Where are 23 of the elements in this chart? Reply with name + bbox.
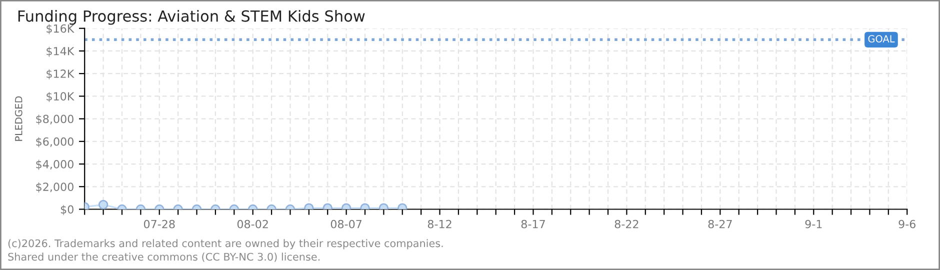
x-tick-label: 8-12 [428,220,452,228]
x-tick-label: 8-17 [521,220,545,228]
x-tick-label: 08-02 [237,220,268,228]
chart-title: Funding Progress: Aviation & STEM Kids Show [18,10,365,25]
y-tick-label: $0 [60,205,74,216]
y-tick-label: $6,000 [36,137,74,148]
text: (c)2026. Trademarks and related content are owned by their respective companies. [8,239,443,250]
y-tick-label: $14K [46,46,74,57]
text: Shared under the creative commons (CC BY-NC 3.0) license. [8,252,320,262]
x-tick-label: 07-28 [144,220,175,228]
y-tick-label: $16K [46,24,74,34]
x-tick-label: 8-27 [708,220,732,228]
y-axis-title: PLEDGED [14,96,22,141]
x-tick-label: 9-1 [805,220,822,228]
ref-line-label: GOAL [868,35,895,42]
x-tick-label: 8-22 [614,220,638,228]
y-tick-label: $12K [46,69,74,80]
y-tick-label: $2,000 [36,182,74,192]
x-tick-label: 9-6 [898,220,916,228]
y-tick-label: $10K [46,92,74,102]
x-tick-label: 08-07 [330,220,362,228]
y-tick-label: $8,000 [36,114,74,125]
y-tick-label: $4,000 [36,160,74,170]
